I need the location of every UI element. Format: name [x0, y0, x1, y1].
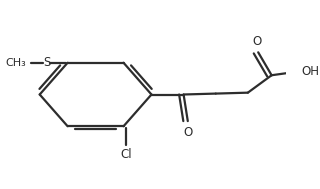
Text: Cl: Cl [120, 148, 132, 161]
Text: CH₃: CH₃ [5, 58, 26, 68]
Text: S: S [43, 56, 50, 69]
Text: O: O [252, 35, 261, 48]
Text: O: O [183, 126, 192, 139]
Text: OH: OH [301, 65, 319, 78]
